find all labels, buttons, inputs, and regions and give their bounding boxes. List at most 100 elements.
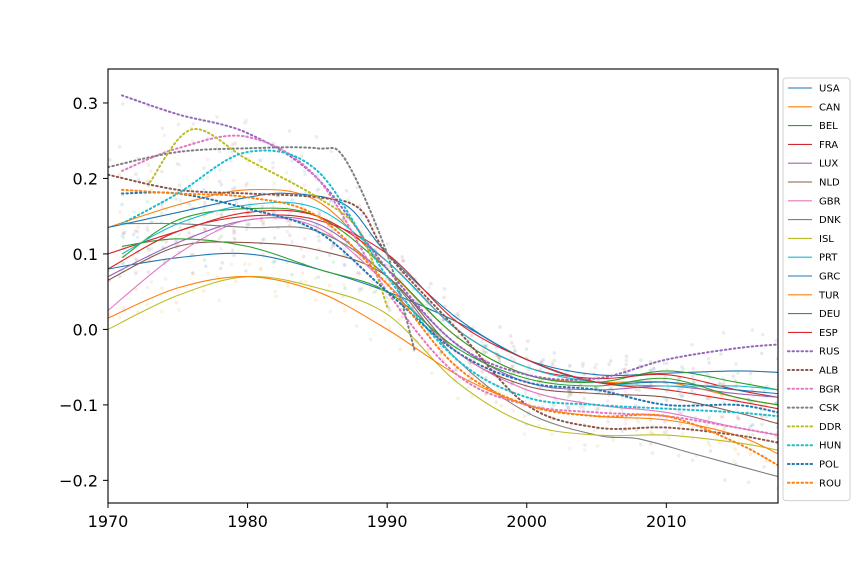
scatter-point xyxy=(690,374,695,379)
scatter-point xyxy=(258,267,263,272)
scatter-point xyxy=(664,398,669,402)
scatter-points xyxy=(104,98,783,491)
scatter-point xyxy=(582,396,587,401)
scatter-point xyxy=(497,359,501,363)
scatter-point xyxy=(121,231,126,236)
scatter-point xyxy=(230,150,234,154)
scatter-point xyxy=(731,374,736,379)
scatter-point xyxy=(522,414,527,419)
scatter-point xyxy=(174,239,179,243)
scatter-point xyxy=(314,135,319,139)
scatter-point xyxy=(177,183,182,187)
scatter-point xyxy=(775,425,778,429)
scatter-point xyxy=(206,271,210,276)
scatter-point xyxy=(259,218,264,223)
scatter-point xyxy=(108,313,111,318)
scatter-point xyxy=(108,157,112,162)
scatter-point xyxy=(147,248,151,252)
scatter-point xyxy=(108,311,111,315)
scatter-point xyxy=(288,233,292,237)
scatter-point xyxy=(132,210,137,214)
scatter-point xyxy=(104,225,108,229)
scatter-point xyxy=(243,262,247,266)
scatter-point xyxy=(385,242,390,246)
scatter-point xyxy=(287,129,292,133)
series-line-isl xyxy=(108,275,778,451)
scatter-point xyxy=(134,172,138,176)
series-line-esp xyxy=(108,214,778,410)
scatter-point xyxy=(708,449,713,453)
scatter-point xyxy=(566,406,571,410)
scatter-point xyxy=(359,224,364,229)
scatter-point xyxy=(690,458,695,463)
scatter-point xyxy=(593,365,597,370)
scatter-point xyxy=(736,452,741,456)
scatter-point xyxy=(509,356,514,360)
scatter-point xyxy=(343,309,347,313)
scatter-point xyxy=(145,303,149,307)
scatter-point xyxy=(272,236,277,240)
scatter-point xyxy=(469,365,473,369)
scatter-point xyxy=(438,331,443,335)
scatter-point xyxy=(639,358,643,363)
scatter-point xyxy=(134,257,138,261)
scatter-point xyxy=(231,228,236,232)
scatter-point xyxy=(401,316,405,320)
scatter-point xyxy=(136,310,140,314)
scatter-point xyxy=(759,351,764,356)
scatter-point xyxy=(566,406,570,410)
legend-label: DDR xyxy=(819,422,841,433)
scatter-point xyxy=(652,367,656,372)
scatter-point xyxy=(538,367,543,372)
scatter-point xyxy=(779,396,783,400)
scatter-point xyxy=(677,392,682,397)
scatter-point xyxy=(680,411,685,415)
x-tick-label: 2010 xyxy=(646,512,687,531)
scatter-point xyxy=(342,282,346,287)
scatter-point xyxy=(607,362,611,367)
scatter-point xyxy=(218,266,223,271)
scatter-point xyxy=(550,432,554,437)
scatter-point xyxy=(173,239,178,243)
scatter-point xyxy=(317,238,321,243)
scatter-point xyxy=(303,279,308,284)
scatter-point xyxy=(680,364,684,369)
scatter-point xyxy=(121,305,126,310)
scatter-point xyxy=(219,234,224,239)
scatter-point xyxy=(623,367,627,372)
scatter-point xyxy=(748,371,753,376)
scatter-point xyxy=(160,309,164,314)
series-line-csk xyxy=(108,146,417,353)
scatter-point xyxy=(271,161,275,165)
scatter-point xyxy=(327,253,332,257)
scatter-point xyxy=(721,381,726,386)
scatter-point xyxy=(705,423,709,428)
scatter-point xyxy=(552,403,556,407)
scatter-point xyxy=(357,287,362,291)
scatter-point xyxy=(387,297,391,302)
scatter-point xyxy=(746,433,750,437)
scatter-point xyxy=(482,350,487,355)
scatter-point xyxy=(259,266,263,270)
scatter-point xyxy=(272,141,276,145)
scatter-point xyxy=(290,198,294,202)
scatter-point xyxy=(120,261,125,266)
scatter-point xyxy=(233,141,238,145)
scatter-point xyxy=(232,236,237,241)
legend-label: ROU xyxy=(819,478,841,489)
scatter-point xyxy=(691,367,695,371)
scatter-point xyxy=(383,318,387,322)
scatter-point xyxy=(578,405,583,409)
scatter-point xyxy=(271,260,276,264)
scatter-point xyxy=(262,237,266,241)
scatter-point xyxy=(597,407,601,411)
legend-label: RUS xyxy=(819,347,840,358)
scatter-point xyxy=(164,239,168,244)
x-tick-label: 1970 xyxy=(88,512,129,531)
scatter-point xyxy=(552,351,557,355)
scatter-point xyxy=(677,410,682,415)
scatter-point xyxy=(202,214,206,219)
legend: USA CAN BEL FRA LUX NLD GBR DNK ISL PRT GRC TUR DEU E… xyxy=(782,77,851,502)
scatter-point xyxy=(136,225,140,230)
scatter-point xyxy=(290,159,294,163)
